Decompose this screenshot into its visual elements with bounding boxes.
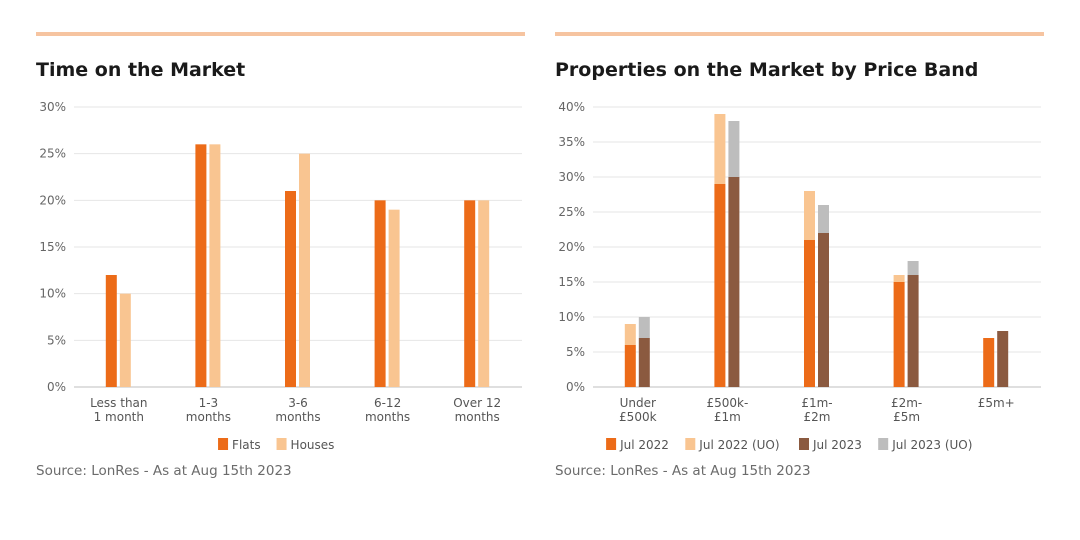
source-note: Source: LonRes - As at Aug 15th 2023 — [36, 463, 292, 479]
x-tick-label: months — [275, 410, 320, 424]
y-tick-label: 5% — [47, 333, 66, 347]
bar — [195, 144, 207, 387]
bar-segment — [638, 338, 650, 387]
y-tick-label: 10% — [39, 287, 66, 301]
x-tick-label: Under — [620, 396, 656, 410]
y-tick-label: 35% — [558, 135, 585, 149]
legend-label: Jul 2023 (UO) — [891, 438, 972, 452]
x-tick-label: 3-6 — [288, 396, 308, 410]
x-tick-label: £5m+ — [978, 396, 1015, 410]
x-tick-label: £5m — [893, 410, 920, 424]
price-band-panel: Properties on the Market by Price Band 0… — [555, 0, 1045, 540]
bar-segment — [624, 345, 636, 387]
y-tick-label: 25% — [558, 205, 585, 219]
legend-label: Jul 2022 — [619, 438, 669, 452]
x-tick-label: months — [186, 410, 231, 424]
bar — [209, 144, 221, 387]
x-tick-label: £500k — [619, 410, 657, 424]
chart-title: Time on the Market — [36, 59, 246, 81]
bar-segment — [818, 233, 829, 387]
time-on-market-panel: Time on the Market 0% 5% 10% 15% 20% 25% 30% Le… — [36, 0, 526, 540]
y-tick-label: 20% — [558, 240, 585, 254]
bar-segment — [907, 261, 919, 275]
legend-swatch — [799, 438, 809, 450]
bar-segment — [714, 114, 726, 184]
bar — [299, 153, 310, 387]
bar — [119, 293, 131, 387]
y-tick-label: 20% — [39, 193, 66, 207]
x-tick-label: 1-3 — [199, 396, 219, 410]
bar — [285, 191, 296, 387]
legend-swatch — [878, 438, 889, 450]
source-note: Source: LonRes - As at Aug 15th 2023 — [555, 463, 811, 479]
bar-segment — [893, 275, 905, 282]
bar-segment — [997, 331, 1009, 387]
legend-label: Houses — [291, 438, 335, 452]
x-tick-label: £1m — [714, 410, 741, 424]
bar-segment — [728, 177, 740, 387]
bar-segment — [804, 191, 815, 240]
y-tick-label: 15% — [39, 240, 66, 254]
bar-segment — [624, 324, 636, 345]
x-tick-label: £2m- — [891, 396, 922, 410]
x-tick-label: 6-12 — [374, 396, 401, 410]
legend-label: Jul 2023 — [812, 438, 862, 452]
y-tick-label: 30% — [558, 170, 585, 184]
x-tick-label: £2m — [804, 410, 831, 424]
legend-swatch — [218, 438, 229, 450]
legend-swatch — [276, 438, 287, 450]
bar — [478, 200, 490, 387]
legend-swatch — [685, 438, 696, 450]
x-tick-label: months — [455, 410, 500, 424]
price-band-chart: 0% 5% 10% 15% 20% 25% 30% 35% 40% Under£500k £500k… — [558, 100, 1041, 452]
legend-label: Jul 2022 (UO) — [698, 438, 779, 452]
bar — [388, 209, 400, 387]
y-tick-label: 40% — [558, 100, 585, 114]
panel-top-rule — [555, 32, 1044, 36]
bar-segment — [893, 282, 905, 387]
x-tick-label: Less than — [90, 396, 147, 410]
x-tick-label: Over 12 — [453, 396, 501, 410]
x-tick-label: 1 month — [94, 410, 144, 424]
y-tick-label: 15% — [558, 275, 585, 289]
bar — [105, 275, 117, 387]
bar-segment — [804, 240, 815, 387]
bar — [374, 200, 386, 387]
y-tick-label: 0% — [566, 380, 585, 394]
bar-segment — [818, 205, 829, 233]
chart-title: Properties on the Market by Price Band — [555, 59, 979, 81]
panel-top-rule — [36, 32, 525, 36]
legend-label: Flats — [232, 438, 261, 452]
x-tick-label: £500k- — [706, 396, 748, 410]
bar-segment — [907, 275, 919, 387]
y-tick-label: 5% — [566, 345, 585, 359]
legend-swatch — [606, 438, 617, 450]
y-tick-label: 25% — [39, 147, 66, 161]
bar-segment — [728, 121, 740, 177]
bar-segment — [638, 317, 650, 338]
x-tick-label: months — [365, 410, 410, 424]
bar — [464, 200, 476, 387]
x-tick-label: £1m- — [801, 396, 832, 410]
y-tick-label: 0% — [47, 380, 66, 394]
y-tick-label: 10% — [558, 310, 585, 324]
bar-segment — [714, 184, 726, 387]
bar-segment — [983, 338, 995, 387]
y-tick-label: 30% — [39, 100, 66, 114]
